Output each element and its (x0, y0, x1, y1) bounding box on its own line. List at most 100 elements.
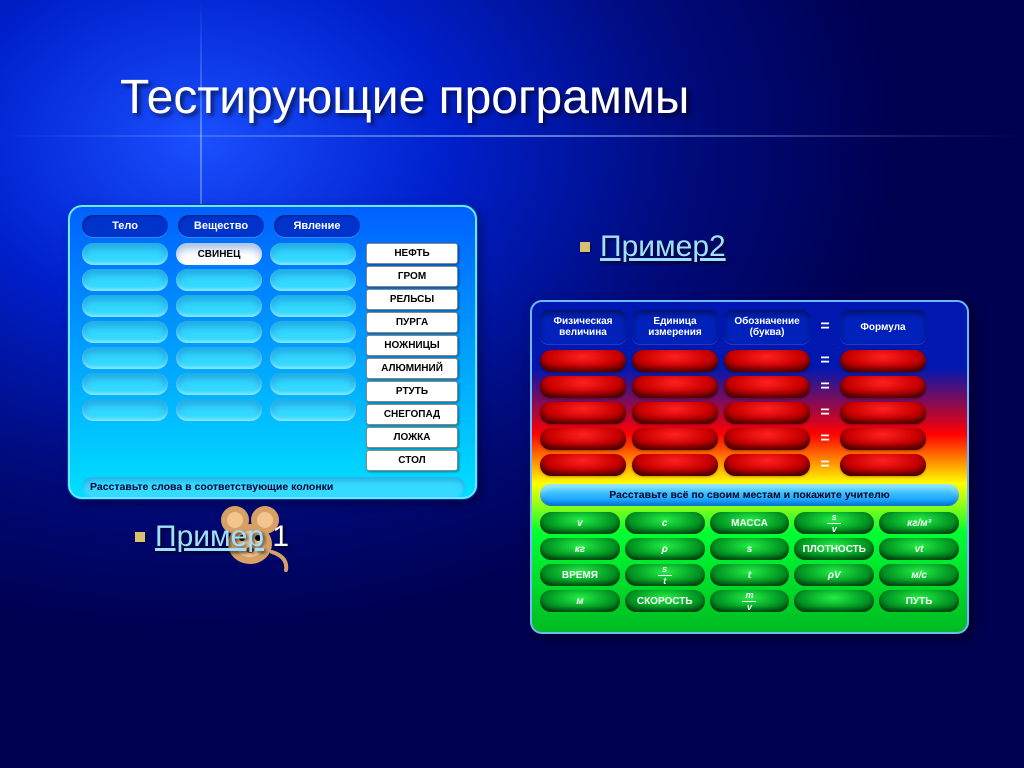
draggable-word[interactable]: РЕЛЬСЫ (366, 289, 458, 310)
draggable-tile[interactable]: sv (794, 512, 874, 534)
bullet-icon (580, 242, 590, 252)
draggable-word[interactable]: АЛЮМИНИЙ (366, 358, 458, 379)
drop-slot[interactable] (82, 373, 168, 395)
draggable-tile[interactable]: mv (710, 590, 790, 612)
drop-slot[interactable] (724, 402, 810, 424)
equals-sign: = (816, 378, 834, 396)
drop-slot[interactable] (840, 350, 926, 372)
draggable-tile[interactable]: МАССА (710, 512, 790, 534)
example1-link[interactable]: Пример (155, 520, 264, 553)
drop-slot[interactable] (82, 399, 168, 421)
example2-instruction: Расставьте всё по своим местам и покажит… (540, 484, 959, 506)
draggable-tile[interactable]: t (710, 564, 790, 586)
draggable-tile[interactable]: ВРЕМЯ (540, 564, 620, 586)
drop-slot[interactable] (540, 376, 626, 398)
example1-body: СВИНЕЦ НЕФТЬГРОМРЕЛЬСЫПУРГАНОЖНИЦЫАЛЮМИНИ… (70, 241, 475, 471)
column-header: Тело (82, 215, 168, 237)
draggable-word[interactable]: СНЕГОПАД (366, 404, 458, 425)
drop-slot[interactable] (270, 269, 356, 291)
draggable-word[interactable]: ГРОМ (366, 266, 458, 287)
draggable-tile[interactable] (794, 590, 874, 612)
column-header: Формула (840, 310, 926, 344)
drop-slot[interactable] (82, 321, 168, 343)
drop-slot[interactable] (724, 428, 810, 450)
drop-slot[interactable] (176, 399, 262, 421)
draggable-tile[interactable]: ρV (794, 564, 874, 586)
equals-sign: = (816, 456, 834, 474)
drop-slot[interactable] (840, 454, 926, 476)
example2-red-slot-grid: = = = = = (532, 348, 967, 480)
draggable-tile[interactable]: st (625, 564, 705, 586)
example2-header-row: Физическая величинаЕдиница измеренияОбоз… (532, 302, 967, 348)
column-header: Обозначение (буква) (724, 310, 810, 344)
equals-sign: = (816, 430, 834, 448)
draggable-tile[interactable]: vt (879, 538, 959, 560)
draggable-tile[interactable]: ПУТЬ (879, 590, 959, 612)
drop-slot[interactable] (724, 376, 810, 398)
drop-slot[interactable] (82, 269, 168, 291)
drop-slot[interactable] (176, 373, 262, 395)
drop-slot[interactable] (632, 428, 718, 450)
drop-slot[interactable] (82, 243, 168, 265)
drop-slot[interactable] (724, 350, 810, 372)
equals-sign: = (816, 352, 834, 370)
drop-slot[interactable]: СВИНЕЦ (176, 243, 262, 265)
drop-slot[interactable] (540, 402, 626, 424)
drop-slot[interactable] (82, 295, 168, 317)
column-header: Вещество (178, 215, 264, 237)
draggable-word[interactable]: РТУТЬ (366, 381, 458, 402)
draggable-tile[interactable]: м/с (879, 564, 959, 586)
drop-slot[interactable] (270, 347, 356, 369)
drop-slot[interactable] (632, 376, 718, 398)
draggable-tile[interactable]: м (540, 590, 620, 612)
draggable-tile[interactable]: с (625, 512, 705, 534)
equals-sign: = (816, 404, 834, 422)
drop-slot[interactable] (270, 243, 356, 265)
example2-caption: Пример2 (580, 230, 726, 264)
example1-instruction: Расставьте слова в соответствующие колон… (82, 477, 465, 497)
flare-horizontal (0, 135, 1024, 137)
drop-slot[interactable] (840, 402, 926, 424)
drop-slot[interactable] (270, 373, 356, 395)
example1-column-headers: Тело Вещество Явление (70, 207, 475, 241)
example1-suffix: 1 (264, 520, 289, 553)
draggable-word[interactable]: НЕФТЬ (366, 243, 458, 264)
example2-panel: Физическая величинаЕдиница измеренияОбоз… (530, 300, 969, 634)
drop-slot[interactable] (270, 321, 356, 343)
draggable-tile[interactable]: кг (540, 538, 620, 560)
drop-slot[interactable] (632, 402, 718, 424)
equals-sign: = (816, 318, 834, 336)
drop-slot[interactable] (724, 454, 810, 476)
example1-panel: Тело Вещество Явление СВИНЕЦ НЕФТЬГРОМРЕЛЬС… (68, 205, 477, 499)
column-header: Физическая величина (540, 310, 626, 344)
column-header: Единица измерения (632, 310, 718, 344)
draggable-tile[interactable]: СКОРОСТЬ (625, 590, 705, 612)
page-title: Тестирующие программы (120, 70, 689, 125)
drop-slot[interactable] (176, 347, 262, 369)
drop-slot[interactable] (176, 269, 262, 291)
drop-slot[interactable] (540, 454, 626, 476)
draggable-tile[interactable]: ПЛОТНОСТЬ (794, 538, 874, 560)
drop-slot[interactable] (840, 376, 926, 398)
drop-slot[interactable] (82, 347, 168, 369)
drop-slot[interactable] (632, 350, 718, 372)
draggable-tile[interactable]: s (710, 538, 790, 560)
draggable-tile[interactable]: v (540, 512, 620, 534)
example2-link[interactable]: Пример2 (600, 230, 726, 264)
drop-slot[interactable] (632, 454, 718, 476)
draggable-tile[interactable]: кг/м³ (879, 512, 959, 534)
draggable-tile[interactable]: ρ (625, 538, 705, 560)
draggable-word[interactable]: НОЖНИЦЫ (366, 335, 458, 356)
drop-slot[interactable] (270, 399, 356, 421)
drop-slot[interactable] (176, 295, 262, 317)
draggable-word[interactable]: СТОЛ (366, 450, 458, 471)
draggable-word[interactable]: ЛОЖКА (366, 427, 458, 448)
draggable-word[interactable]: ПУРГА (366, 312, 458, 333)
drop-slot[interactable] (176, 321, 262, 343)
drop-slot[interactable] (540, 428, 626, 450)
drop-slot[interactable] (270, 295, 356, 317)
bullet-icon (135, 532, 145, 542)
column-header: Явление (274, 215, 360, 237)
drop-slot[interactable] (540, 350, 626, 372)
drop-slot[interactable] (840, 428, 926, 450)
